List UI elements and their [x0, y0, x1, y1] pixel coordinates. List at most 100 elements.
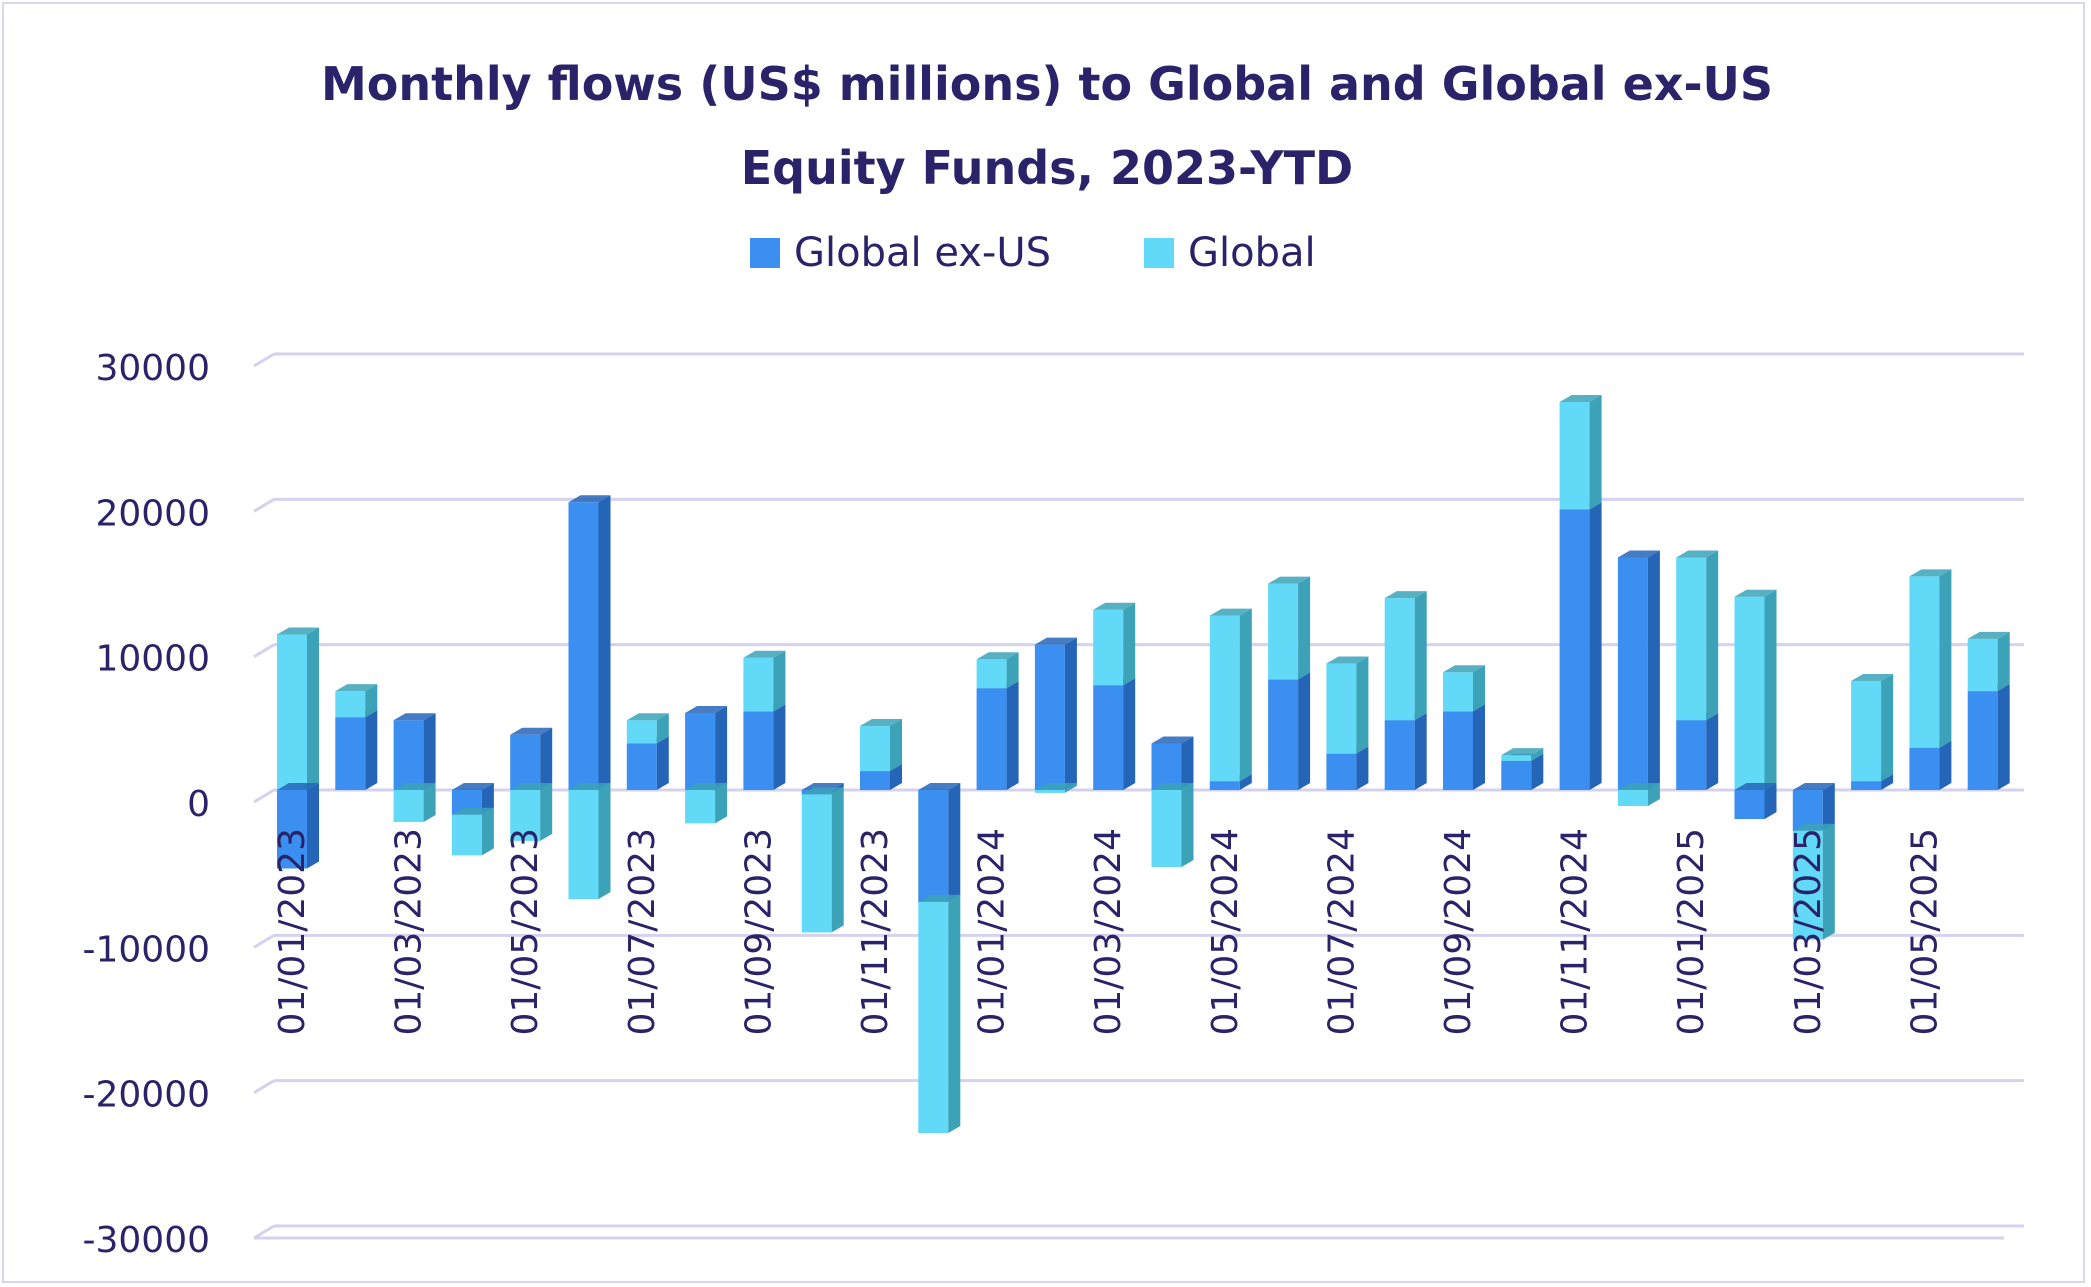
bar-front	[1268, 583, 1299, 680]
bar-global	[626, 713, 669, 744]
bar-front	[1967, 638, 1998, 692]
bar-side	[365, 684, 378, 718]
bar-side	[1356, 746, 1369, 790]
bar-side	[1939, 740, 1952, 790]
bar-global	[1268, 576, 1311, 680]
bar-side	[540, 783, 553, 841]
bar-front	[1851, 781, 1882, 790]
bar-global	[1676, 550, 1719, 721]
bar-global-ex-us	[626, 736, 669, 790]
bar-front	[568, 502, 599, 790]
bar-front	[510, 790, 541, 841]
bar-side	[1298, 672, 1311, 790]
bar-global-ex-us	[335, 710, 378, 790]
bar-side	[365, 710, 378, 790]
y-tick-label: -10000	[82, 929, 210, 970]
bar-front	[976, 659, 1007, 689]
bar-global-ex-us	[976, 681, 1019, 790]
bar-global-ex-us	[1443, 704, 1485, 790]
gridlines	[253, 352, 2024, 1240]
bar-global	[1034, 783, 1077, 793]
bar-top	[1209, 608, 1252, 616]
bar-global	[1151, 783, 1194, 868]
bar-side	[1239, 774, 1252, 790]
legend-swatch-global-ex-us	[750, 238, 780, 268]
bar-global	[1617, 783, 1660, 806]
bar-front	[277, 790, 307, 869]
bar-top	[1093, 602, 1136, 610]
bar-front	[1326, 753, 1357, 790]
bar-side	[948, 783, 961, 902]
bar-side	[656, 736, 669, 790]
bar-side	[1647, 550, 1660, 790]
bar-front	[1617, 790, 1648, 806]
legend: Global ex-US Global	[750, 230, 1316, 276]
bar-side	[1473, 665, 1485, 712]
bar-side	[1006, 652, 1019, 689]
x-tick-label: 01/01/2024	[972, 828, 1013, 1036]
bar-front	[1501, 760, 1532, 790]
bar-global-ex-us	[1909, 740, 1952, 790]
bar-side	[1589, 394, 1602, 510]
bar-top	[568, 495, 611, 503]
bar-side	[1006, 681, 1019, 790]
bar-front	[1967, 691, 1998, 790]
bar-front	[568, 790, 599, 899]
bar-global-ex-us	[1093, 678, 1136, 790]
bar-front	[335, 691, 366, 718]
bar-top	[743, 650, 786, 658]
x-axis-ticks: 01/01/2023 01/03/2023 01/05/2023 01/07/2023…	[272, 828, 1945, 1036]
bar-global	[335, 684, 378, 718]
bar-side	[1531, 753, 1544, 790]
bar-global	[1093, 602, 1136, 686]
bar-side	[890, 719, 902, 772]
gridline-depth	[253, 352, 275, 368]
bar-top	[860, 719, 902, 727]
bar-front	[860, 726, 890, 772]
bar-front	[1034, 790, 1065, 793]
bar-side	[948, 894, 961, 1133]
x-tick-label: 01/05/2024	[1205, 828, 1246, 1036]
bar-front	[685, 712, 716, 790]
bar-front	[1909, 576, 1940, 748]
bar-front	[918, 901, 949, 1133]
x-tick-label: 01/01/2025	[1671, 828, 1712, 1036]
bar-global	[685, 783, 728, 824]
bar-global	[1734, 589, 1777, 790]
bar-global	[976, 652, 1019, 689]
bar-top	[1676, 550, 1719, 558]
y-tick-label: 20000	[95, 493, 210, 534]
bar-front	[685, 790, 716, 824]
y-axis-ticks: 30000 20000 10000 0 -10000 -20000 -30000	[82, 348, 210, 1261]
bar-front	[743, 657, 774, 712]
bar-global-ex-us	[451, 783, 494, 815]
bar-side	[1706, 550, 1719, 721]
bar-top	[1559, 394, 1602, 402]
bar-front	[1384, 720, 1415, 790]
bar-side	[423, 713, 436, 790]
bar-top	[393, 713, 436, 721]
bar-global	[1326, 656, 1369, 754]
bar-side	[1181, 736, 1194, 790]
bar-side	[890, 764, 902, 790]
bar-top	[277, 783, 319, 790]
bar-global-ex-us	[393, 713, 436, 790]
bar-top	[510, 727, 553, 735]
bar-front	[277, 634, 307, 790]
gridline-depth	[253, 643, 275, 658]
bar-top	[335, 684, 378, 692]
bar-side	[1764, 783, 1777, 820]
gridline-depth	[253, 498, 275, 513]
bar-global-ex-us	[1967, 684, 2010, 790]
bar-side	[481, 807, 494, 856]
bar-front	[918, 790, 949, 902]
bar-side	[1298, 576, 1311, 680]
legend-swatch-global	[1144, 238, 1174, 268]
bar-front	[1209, 615, 1240, 782]
bar-top	[801, 787, 844, 795]
bar-global-ex-us	[277, 783, 319, 869]
bar-front	[1559, 509, 1590, 790]
bar-top	[1909, 569, 1952, 577]
x-tick-label: 01/11/2024	[1555, 828, 1596, 1036]
bar-front	[1734, 596, 1765, 790]
